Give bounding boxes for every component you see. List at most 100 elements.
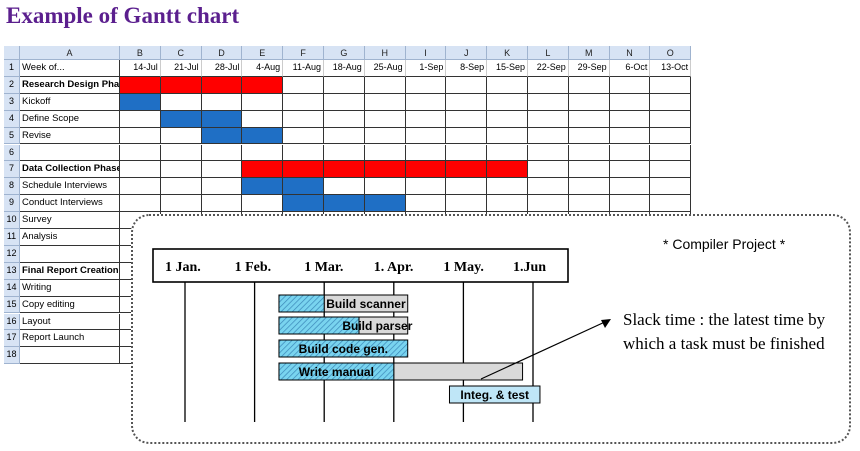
week-cell [650,195,692,213]
column-header: M [568,46,610,60]
gantt-bar-cell [120,93,161,111]
gantt-bar-cell [283,178,324,196]
compiler-gantt-chart: 1 Jan. 1 Feb. 1 Mar. 1. Apr. 1 May. 1.Jun Buil… [152,248,611,422]
gantt-bar-cell [324,195,365,213]
month-label: 1.Jun [513,260,546,275]
column-header: J [446,46,488,60]
week-label: 6-Oct [609,60,651,77]
week-cell [324,144,365,162]
column-header: H [364,46,406,60]
week-cell [283,144,324,162]
week-cell [160,178,202,196]
week-cell [650,93,692,111]
week-cell [242,144,284,162]
row-number: 14 [4,279,20,297]
week-cell [405,127,447,145]
row-number: 12 [4,245,20,263]
week-cell [324,93,365,111]
week-cell [242,93,284,111]
task-label: Revise [20,127,120,145]
week-cell [283,76,324,94]
week-cell [487,110,528,128]
week-label: 28-Jul [201,60,243,77]
row-number: 4 [4,110,20,128]
week-cell [324,178,365,196]
gantt-bar-cell [201,76,243,94]
week-label: 18-Aug [324,60,365,77]
column-header: G [324,46,365,60]
week-cell [242,110,284,128]
month-label: 1 Mar. [304,260,343,275]
week-cell [650,110,692,128]
week-cell [487,195,528,213]
task-label: Kickoff [20,93,120,111]
task-label: Analysis [20,229,120,246]
slack-arrowhead [601,319,611,328]
month-label: 1 May. [443,260,483,275]
week-label: 14-Jul [120,60,161,77]
task-label: Build scanner [326,297,406,311]
gantt-bar-cell [242,76,284,94]
week-cell [609,127,651,145]
week-cell [568,127,610,145]
week-cell [120,195,161,213]
week-cell [487,144,528,162]
gantt-bar-cell [364,195,406,213]
week-cell [609,76,651,94]
column-header: A [20,46,120,60]
week-cell [160,93,202,111]
week-cell [487,93,528,111]
column-header: O [650,46,692,60]
row-number: 16 [4,313,20,331]
row-number: 18 [4,347,20,365]
column-header: L [528,46,569,60]
task-label: Schedule Interviews [20,178,120,196]
week-cell [528,110,569,128]
row-number: 13 [4,262,20,280]
gantt-bar-cell [201,127,243,145]
week-cell [568,195,610,213]
week-cell [405,110,447,128]
week-cell [528,127,569,145]
week-cell [446,127,488,145]
week-cell [201,195,243,213]
week-cell [364,127,406,145]
week-cell [160,161,202,179]
gantt-bar-cell [242,127,284,145]
week-cell [650,76,692,94]
row-number: 3 [4,93,20,111]
column-header: B [120,46,161,60]
row-number: 9 [4,195,20,213]
week-cell [568,76,610,94]
week-label: 22-Sep [528,60,569,77]
gantt-bar-cell [160,76,202,94]
month-label: 1 Feb. [235,260,272,275]
month-label: 1 Jan. [165,260,201,275]
task-label: Copy editing [20,296,120,314]
week-cell [609,93,651,111]
task-bar [278,294,325,313]
task-label: Data Collection Phase [20,161,120,179]
week-cell [364,93,406,111]
row-number: 15 [4,296,20,314]
row-number: 5 [4,127,20,145]
week-cell [487,178,528,196]
week-cell [528,76,569,94]
week-cell [201,93,243,111]
week-cell [120,110,161,128]
week-cell [650,127,692,145]
week-cell [446,195,488,213]
week-cell [405,195,447,213]
week-cell [160,127,202,145]
task-bar [448,385,541,404]
week-cell [364,178,406,196]
gantt-bar-cell [283,161,324,179]
task-label: Integ. & test [460,388,529,402]
week-cell [609,144,651,162]
gantt-bar-cell [160,110,202,128]
task-label: Conduct Interviews [20,195,120,213]
week-cell [242,195,284,213]
week-cell [568,144,610,162]
week-cell [324,127,365,145]
row-number: 10 [4,212,20,229]
